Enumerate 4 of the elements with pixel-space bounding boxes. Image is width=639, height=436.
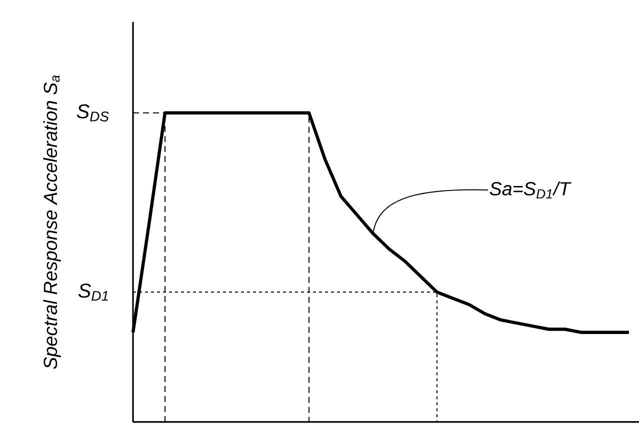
y-axis-title: Spectral Response Acceleration S$_{a}$ <box>43 75 61 370</box>
annotation: Sa=S$_{D1}$/T <box>490 182 572 198</box>
ref-line-label: S$_{DS}$ <box>76 104 109 122</box>
ref-line-label: S$_{D1}$ <box>78 284 108 301</box>
